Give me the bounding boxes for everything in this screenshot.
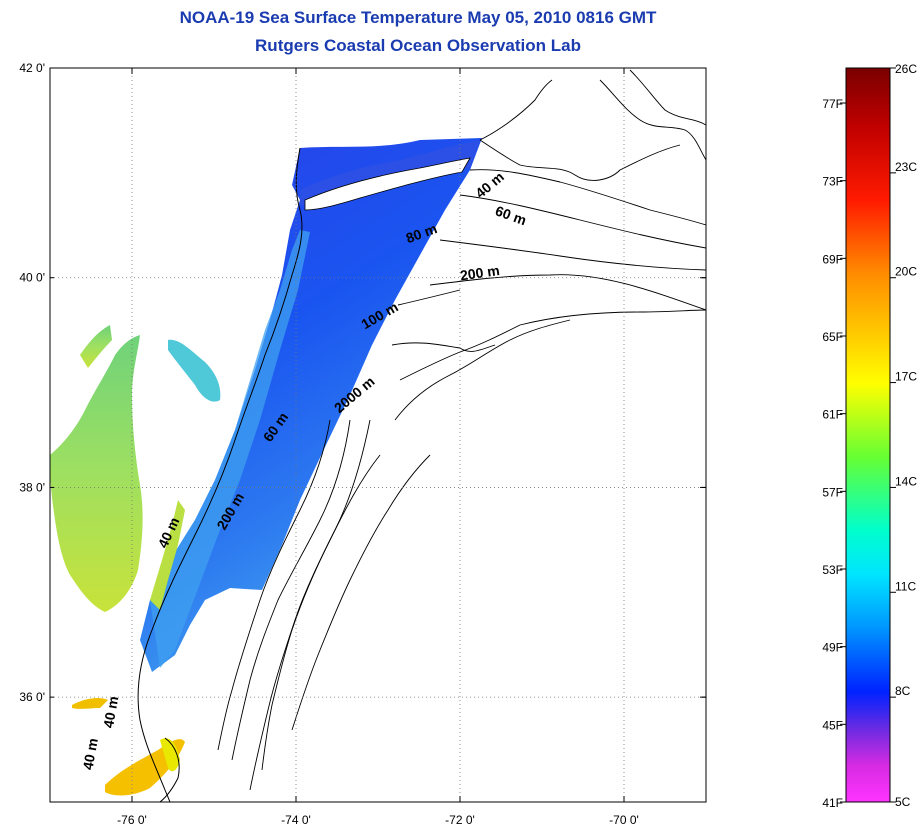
sst-swath bbox=[140, 138, 482, 672]
colorbar-f-label: 65F bbox=[822, 330, 843, 344]
contour-inner-2 bbox=[231, 419, 351, 761]
lon-tick-label: -76 0' bbox=[117, 813, 147, 827]
delaware-bay bbox=[168, 339, 221, 402]
colorbar-c-label: 23C bbox=[895, 160, 917, 174]
colorbar-f-label: 57F bbox=[822, 485, 843, 499]
map-subtitle: Rutgers Coastal Ocean Observation Lab bbox=[255, 36, 581, 55]
contour-label: 40 m bbox=[100, 695, 121, 729]
colorbar-c-label: 14C bbox=[895, 474, 917, 488]
albemarle-sound bbox=[72, 697, 108, 709]
colorbar-f-label: 69F bbox=[822, 252, 843, 266]
map-title: NOAA-19 Sea Surface Temperature May 05, … bbox=[179, 8, 657, 27]
colorbar-f-label: 61F bbox=[822, 408, 843, 422]
contour-60m bbox=[459, 194, 706, 249]
contour-gulf-maine-2 bbox=[629, 69, 706, 126]
lon-tick-label: -74 0' bbox=[281, 813, 311, 827]
outer-banks-water bbox=[160, 738, 180, 772]
colorbar-celsius-labels: 26C 23C 20C 17C 14C 11C 8C 5C bbox=[890, 62, 917, 809]
longitude-axis: -76 0' -74 0' -72 0' -70 0' bbox=[117, 68, 639, 827]
colorbar-f-label: 49F bbox=[822, 641, 843, 655]
bay-tributary bbox=[80, 325, 112, 368]
lat-tick-label: 38 0' bbox=[19, 480, 45, 494]
chesapeake-bay bbox=[50, 335, 143, 612]
colorbar-fahrenheit-labels: 77F 73F 69F 65F 61F 57F 53F 49F 45F 41F bbox=[822, 97, 846, 810]
contour-label: 40 m bbox=[472, 168, 507, 201]
long-island bbox=[304, 157, 471, 211]
colorbar-f-label: 45F bbox=[822, 718, 843, 732]
colorbar-f-label: 73F bbox=[822, 175, 843, 189]
contour-deep bbox=[291, 454, 431, 731]
bathymetry-contours bbox=[217, 69, 706, 791]
coastline bbox=[137, 147, 303, 802]
colorbar-c-label: 20C bbox=[895, 265, 917, 279]
contour-100m-mid bbox=[397, 289, 461, 306]
delmarva-coast-strip bbox=[150, 500, 185, 610]
colorbar-c-label: 8C bbox=[895, 684, 911, 698]
new-england-coast bbox=[479, 79, 681, 181]
nearshore-band bbox=[150, 230, 310, 668]
lat-tick-label: 42 0' bbox=[19, 61, 45, 75]
contour-80m bbox=[439, 239, 706, 271]
sst-colorbar bbox=[845, 67, 891, 803]
map-frame bbox=[49, 67, 707, 803]
contour-outer-1 bbox=[399, 309, 706, 381]
colorbar-f-label: 41F bbox=[822, 796, 843, 810]
contour-200m bbox=[429, 274, 706, 311]
colorbar-c-label: 5C bbox=[895, 795, 911, 809]
lon-tick-label: -70 0' bbox=[609, 813, 639, 827]
contour-40m bbox=[469, 169, 706, 226]
contour-gulf-maine bbox=[599, 79, 706, 161]
contour-label: 40 m bbox=[80, 737, 101, 771]
lat-tick-label: 36 0' bbox=[19, 690, 45, 704]
colorbar-f-label: 53F bbox=[822, 563, 843, 577]
contour-slope bbox=[261, 454, 381, 771]
contour-inner-1 bbox=[217, 419, 331, 751]
contour-2000m bbox=[391, 342, 496, 352]
colorbar-c-label: 17C bbox=[895, 370, 917, 384]
contour-outer-2 bbox=[394, 319, 571, 421]
contour-label: 200 m bbox=[459, 262, 501, 283]
latitude-axis: 42 0' 40 0' 38 0' 36 0' bbox=[19, 61, 706, 704]
map-data-layer bbox=[50, 69, 706, 802]
lon-tick-label: -72 0' bbox=[445, 813, 475, 827]
lat-tick-label: 40 0' bbox=[19, 271, 45, 285]
colorbar-f-label: 77F bbox=[822, 97, 843, 111]
colorbar-c-label: 11C bbox=[895, 579, 916, 593]
outer-banks bbox=[159, 737, 180, 802]
colorbar-c-label: 26C bbox=[895, 62, 917, 76]
